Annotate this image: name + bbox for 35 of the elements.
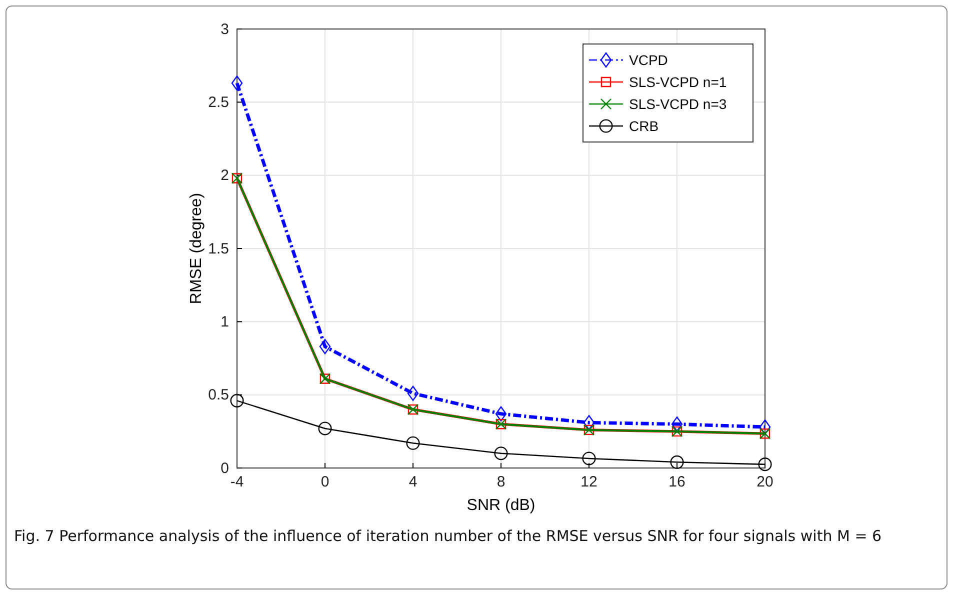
point	[230, 394, 244, 408]
x-axis-title: SNR (dB)	[466, 497, 536, 514]
y-tick-label: 2.5	[208, 94, 229, 111]
point	[407, 386, 419, 401]
x-tick-label: 12	[580, 474, 598, 491]
point	[318, 422, 332, 436]
x-tick-label: 0	[320, 474, 330, 491]
legend-label: SLS-VCPD n=3	[629, 96, 727, 112]
point	[582, 452, 596, 466]
point	[671, 416, 683, 432]
x-tick-label: -4	[230, 474, 244, 491]
legend-label: VCPD	[629, 52, 668, 68]
legend-label: SLS-VCPD n=1	[629, 74, 727, 90]
x-tick-label: 8	[496, 474, 506, 491]
y-axis-title: RMSE (degree)	[188, 192, 205, 304]
point	[759, 419, 771, 435]
y-tick-label: 1.5	[208, 240, 229, 258]
point	[495, 406, 507, 422]
point	[583, 415, 595, 430]
point	[231, 76, 243, 91]
point	[406, 436, 420, 450]
x-tick-label: 20	[756, 474, 774, 491]
caption: Fig. 7 Performance analysis of the influence of iteration number of the RMSE versus SNR for four signals with M = 6	[14, 526, 883, 547]
point	[670, 455, 684, 469]
y-tick-label: 1	[220, 313, 229, 330]
point	[758, 458, 772, 472]
point	[319, 338, 331, 354]
point	[494, 446, 508, 460]
x-tick-label: 4	[408, 474, 418, 491]
y-tick-label: 2	[220, 167, 229, 184]
y-tick-label: 3	[220, 20, 229, 38]
y-tick-label: 0	[220, 460, 229, 477]
legend-label: CRB	[629, 118, 659, 134]
x-tick-label: 16	[668, 474, 686, 491]
y-tick-label: 0.5	[208, 386, 229, 404]
